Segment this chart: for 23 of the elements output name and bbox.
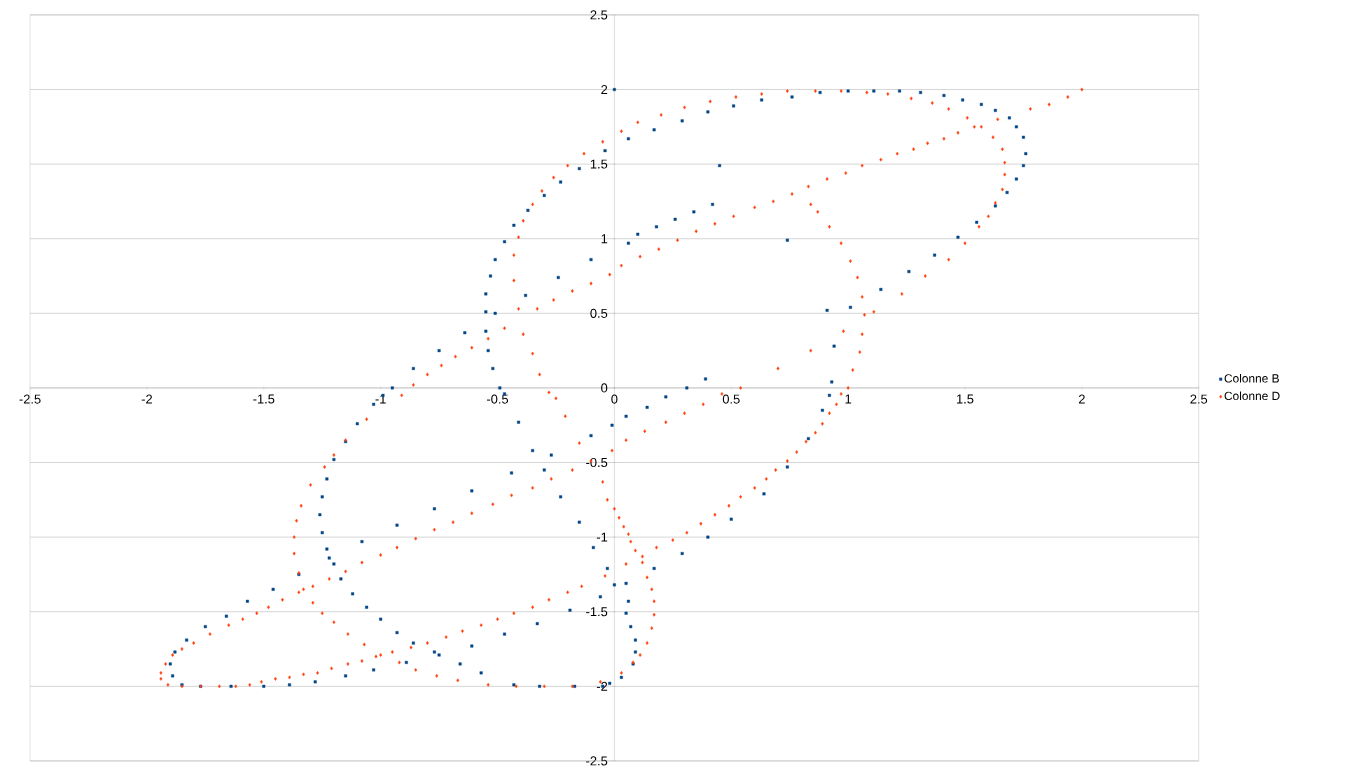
y-tick-label: 2.5 [590, 10, 608, 20]
x-tick-label: 0.5 [722, 394, 740, 404]
legend-label: Colonne D [1224, 391, 1280, 401]
x-tick-label: 1 [845, 394, 852, 404]
legend-label: Colonne B [1224, 373, 1279, 383]
x-tick-label: 0 [611, 394, 618, 404]
x-tick-label: -0.5 [487, 394, 509, 404]
y-tick-label: -2.5 [586, 756, 608, 766]
y-tick-label: -0.5 [586, 458, 608, 468]
y-tick-label: 0 [601, 383, 608, 393]
x-tick-label: 2 [1078, 394, 1085, 404]
y-tick-label: -1.5 [586, 607, 608, 617]
y-tick-label: 1 [601, 234, 608, 244]
y-tick-label: -1 [596, 532, 608, 542]
y-tick-label: -2 [596, 681, 608, 691]
x-tick-label: -2 [141, 394, 152, 404]
x-tick-label: -2.5 [19, 394, 41, 404]
y-tick-label: 0.5 [590, 308, 608, 318]
x-tick-label: -1.5 [253, 394, 275, 404]
y-tick-label: 1.5 [590, 159, 608, 169]
x-tick-label: 1.5 [957, 394, 974, 404]
y-tick-label: 2 [601, 85, 608, 95]
x-tick-label: 2.5 [1190, 394, 1208, 404]
